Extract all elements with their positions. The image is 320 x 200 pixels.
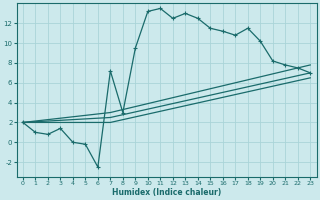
X-axis label: Humidex (Indice chaleur): Humidex (Indice chaleur)	[112, 188, 221, 197]
